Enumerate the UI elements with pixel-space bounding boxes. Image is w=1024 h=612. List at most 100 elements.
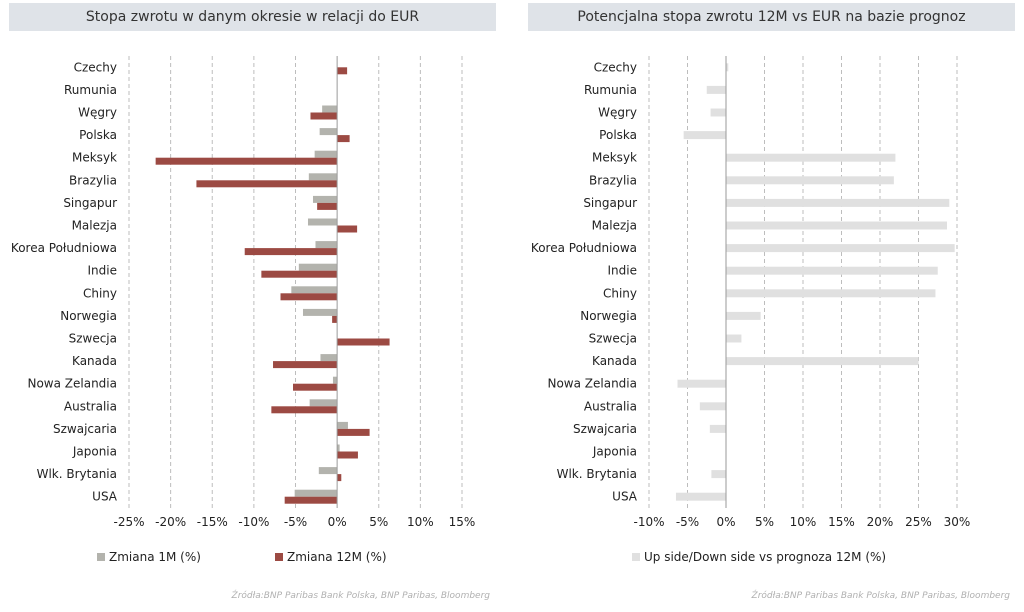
bar [244,248,338,256]
bar [726,221,947,230]
bar [709,424,726,433]
bar [726,311,761,320]
category-label: Malezja [592,219,637,233]
tick-label: 20% [867,515,894,529]
tick-label: 25% [905,515,932,529]
category-label: Korea Południowa [11,241,117,255]
category-label: Wlk. Brytania [37,467,117,481]
legend-swatch [632,553,640,561]
bar [726,357,919,366]
tick-label: -10% [238,515,269,529]
tick-label: -25% [113,515,144,529]
bar [284,496,338,504]
bar [294,489,338,497]
category-label: Rumunia [584,83,637,97]
tick-label: 5% [755,515,774,529]
tick-label: -15% [197,515,228,529]
category-label: Australia [584,399,637,413]
bar [332,376,338,384]
category-label: Norwegia [580,309,637,323]
bar [280,293,338,301]
tick-label: 15% [449,515,476,529]
bar [726,198,950,207]
category-label: Brazylia [69,173,117,187]
bar [337,451,358,459]
category-label: Nowa Zelandia [547,377,637,391]
category-label: Australia [64,399,117,413]
bar [332,315,338,323]
tick-label: -5% [676,515,699,529]
bar [298,263,338,271]
bar [317,202,338,210]
chart-title: Potencjalna stopa zwrotu 12M vs EUR na b… [528,3,1015,31]
bar [337,474,342,482]
source-note: Źródła:BNP Paribas Bank Polska, BNP Pari… [751,589,1011,601]
bar [337,338,390,346]
bar [706,85,726,94]
bar [155,157,338,165]
tick-label: -20% [155,515,186,529]
bar [310,112,338,120]
legend-label: Zmiana 12M (%) [287,550,387,564]
category-label: Meksyk [72,151,117,165]
bar [337,135,350,143]
bar [309,399,338,407]
tick-label: -5% [284,515,307,529]
bar [675,492,726,501]
bar [319,128,338,136]
category-label: Kanada [72,354,117,368]
bar [726,289,936,298]
bar [726,63,729,72]
category-label: Singapur [63,196,117,210]
chart-title: Stopa zwrotu w danym okresie w relacji d… [9,3,496,31]
category-label: Chiny [83,286,117,300]
tick-label: 0% [328,515,347,529]
category-label: Chiny [603,286,637,300]
category-label: Indie [608,264,637,278]
category-label: Szwajcaria [573,422,637,436]
category-label: Wlk. Brytania [557,467,637,481]
bar [710,108,726,117]
bar [683,131,726,140]
bar [726,244,955,253]
bar [315,241,338,249]
category-label: Japonia [72,445,117,459]
bar [337,67,348,75]
bar [726,153,896,162]
category-label: Węgry [78,106,117,120]
tick-label: -10% [633,515,664,529]
category-label: Rumunia [64,83,117,97]
category-label: Szwajcaria [53,422,117,436]
bar [291,286,338,294]
bar [307,218,338,226]
bar [337,421,348,429]
category-label: Singapur [583,196,637,210]
bar [677,379,726,388]
category-label: Malezja [72,219,117,233]
bar [314,150,338,158]
bar [711,470,726,479]
legend-swatch [275,553,283,561]
bar [308,173,338,181]
bar [726,176,894,185]
category-label: Węgry [598,106,637,120]
bar [318,467,338,475]
category-label: Kanada [592,354,637,368]
category-label: USA [612,490,638,504]
category-label: Korea Południowa [531,241,637,255]
category-label: Szwecja [69,332,117,346]
legend-label: Zmiana 1M (%) [109,550,201,564]
tick-label: 15% [828,515,855,529]
category-label: Meksyk [592,151,637,165]
bar [726,334,742,343]
category-label: Polska [79,128,117,142]
tick-label: 10% [407,515,434,529]
bar [726,266,938,275]
bar [337,225,358,233]
bar [322,105,338,113]
bar [320,354,338,362]
category-label: Indie [88,264,117,278]
category-label: USA [92,490,118,504]
bar [312,195,338,203]
